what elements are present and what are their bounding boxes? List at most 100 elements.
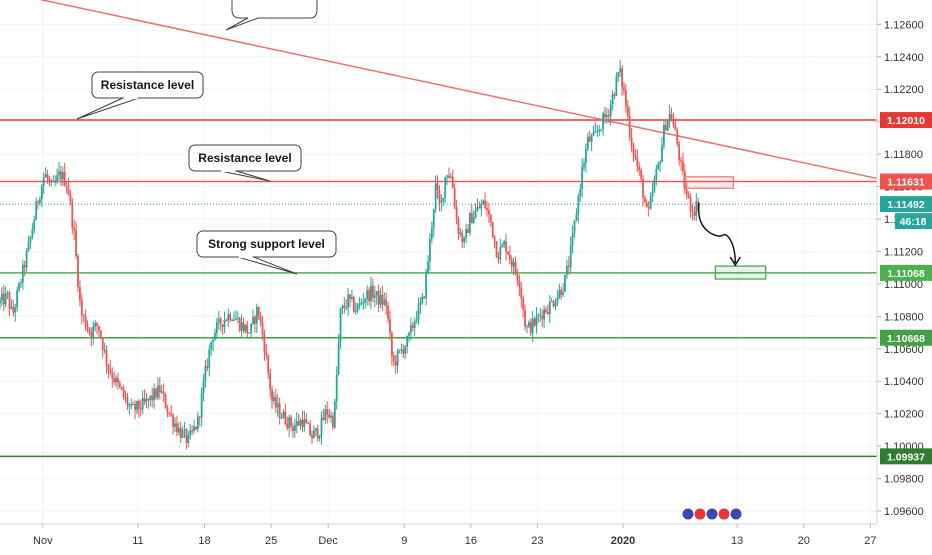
candle-body <box>617 72 620 77</box>
candle-body <box>449 176 452 178</box>
candle-body <box>645 202 648 208</box>
candle-body <box>210 341 213 350</box>
candle-body <box>288 416 291 428</box>
candle-body <box>96 323 98 326</box>
candle-body <box>286 423 289 428</box>
y-tick-label: 1.11800 <box>884 149 923 161</box>
candle-body <box>550 301 553 303</box>
candle-body <box>284 411 287 424</box>
candle-body <box>158 385 161 392</box>
candle-body <box>128 405 131 407</box>
candle-body <box>366 290 369 299</box>
candle-body <box>320 417 323 437</box>
candle-body <box>90 332 93 338</box>
candle-body <box>18 283 20 291</box>
candle-body <box>176 423 178 433</box>
candle-body <box>195 426 197 430</box>
candle-body <box>56 175 58 182</box>
callout: Resistance level <box>76 71 204 120</box>
candle-body <box>410 325 412 333</box>
candle-body <box>223 320 226 327</box>
current-price-zone <box>683 176 734 189</box>
candle-body <box>229 314 232 321</box>
candle-body <box>461 232 464 243</box>
candle-body <box>434 183 437 210</box>
callout-partial <box>225 0 318 31</box>
price-tag-label: 1.11631 <box>887 177 925 189</box>
candle-body <box>356 305 359 311</box>
price-tag-bg <box>880 112 932 129</box>
candle-body <box>560 289 563 295</box>
candle-body <box>476 207 479 211</box>
candle-body <box>29 236 32 243</box>
candle-body <box>267 355 270 374</box>
candle-body <box>683 171 686 190</box>
candle-body <box>215 322 218 333</box>
candle-body <box>261 322 264 336</box>
candle-body <box>23 264 26 268</box>
candle-body <box>46 173 49 179</box>
candle-body <box>234 319 237 321</box>
drawings: Resistance level Resistance level Strong s… <box>76 0 767 521</box>
candle-body <box>411 325 414 329</box>
candle-body <box>193 426 195 431</box>
candle-body <box>436 183 439 191</box>
candle-body <box>687 194 690 198</box>
candle-body <box>98 325 100 331</box>
event-flag-icon <box>681 507 695 521</box>
candle-body <box>381 294 384 305</box>
candle-body <box>661 145 663 162</box>
candle-body <box>678 144 681 160</box>
candle-body <box>136 400 138 411</box>
y-tick-label: 1.12600 <box>884 19 924 31</box>
x-tick-label: 9 <box>401 535 407 547</box>
price-tag-bg <box>880 173 932 190</box>
candle-body <box>105 349 108 366</box>
candle-body <box>332 415 334 428</box>
candle-body <box>181 430 184 438</box>
candle-body <box>375 290 378 296</box>
candle-body <box>546 312 549 315</box>
candle-body <box>219 318 222 325</box>
candle-body <box>246 324 249 333</box>
candle-body <box>503 241 506 245</box>
candle-body <box>322 417 325 420</box>
candle-body <box>497 257 500 260</box>
candle-body <box>415 319 418 322</box>
candle-body <box>69 193 72 202</box>
candle-body <box>293 425 296 431</box>
candle-body <box>573 220 576 233</box>
candle-body <box>482 200 485 205</box>
candle-body <box>611 94 614 104</box>
candle-body <box>278 403 281 418</box>
candle-body <box>451 176 454 189</box>
y-tick-label: 1.11000 <box>884 279 923 291</box>
candle-body <box>491 221 494 238</box>
candle-body <box>594 131 597 133</box>
candle-body <box>691 210 694 213</box>
candle-body <box>48 178 51 182</box>
candle-body <box>328 414 331 418</box>
candle-body <box>541 315 544 320</box>
candle-body <box>444 177 447 198</box>
y-tick-label: 1.10200 <box>884 409 924 421</box>
candle-body <box>579 189 582 197</box>
candle-body <box>486 207 488 211</box>
candle-body <box>472 216 475 224</box>
candle-body <box>493 237 496 242</box>
projection-arrow-path <box>698 202 737 264</box>
candle-body <box>115 377 117 383</box>
candle-body <box>623 87 625 91</box>
candle-body <box>640 170 643 179</box>
candle-body <box>672 120 675 126</box>
candle-body <box>406 335 409 347</box>
candle-body <box>548 301 551 315</box>
candle-body <box>143 398 146 402</box>
candle-body <box>103 349 106 351</box>
candle-body <box>130 404 133 406</box>
candle-body <box>6 292 9 294</box>
candle-body <box>575 214 578 221</box>
candle-body <box>86 327 89 330</box>
